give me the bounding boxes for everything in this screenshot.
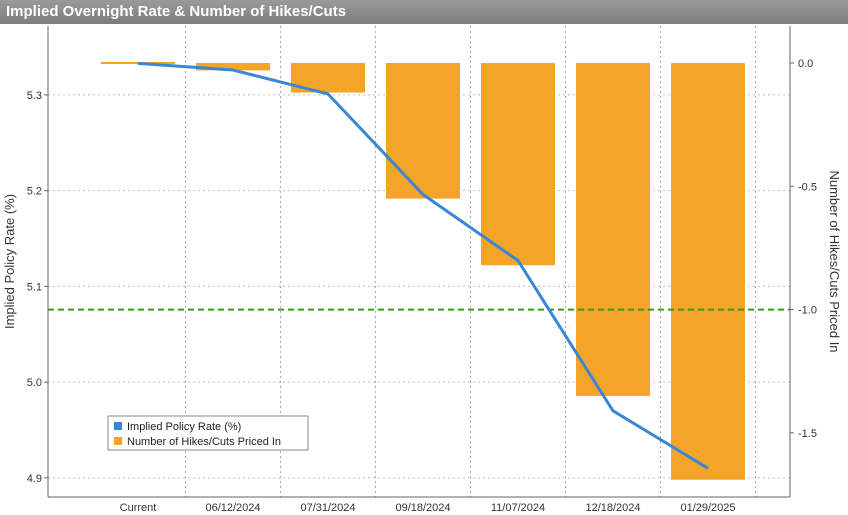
x-tick-label: 07/31/2024 [300, 502, 355, 514]
left-tick-label: 5.2 [27, 186, 42, 198]
x-tick-label: 06/12/2024 [205, 502, 260, 514]
left-tick-label: 5.1 [27, 281, 42, 293]
left-tick-label: 5.3 [27, 90, 42, 102]
left-tick-label: 4.9 [27, 473, 42, 485]
chart-title: Implied Overnight Rate & Number of Hikes… [6, 3, 347, 20]
x-tick-label: 01/29/2025 [680, 502, 735, 514]
series-line-implied-rate [137, 61, 709, 470]
legend-swatch [114, 437, 122, 445]
legend: Implied Policy Rate (%) Number of Hikes/C… [107, 415, 309, 451]
right-tick-label: -1.5 [798, 428, 817, 440]
x-tick-label: Current [120, 502, 157, 514]
right-tick-label: -0.5 [798, 181, 817, 193]
bar-1 [196, 62, 270, 71]
bar-4 [481, 62, 555, 266]
left-tick-label: 5.0 [27, 377, 42, 389]
bar-5 [576, 62, 650, 396]
right-tick-label: -1.0 [798, 305, 817, 317]
right-tick-label: 0.0 [798, 58, 813, 70]
x-tick-label: 12/18/2024 [585, 502, 640, 514]
legend-box [107, 415, 309, 451]
bar-3 [386, 62, 460, 199]
legend-label: Number of Hikes/Cuts Priced In [127, 436, 281, 448]
bar-6 [671, 62, 745, 480]
title-bar: Implied Overnight Rate & Number of Hikes… [0, 0, 848, 24]
right-axis-title: Number of Hikes/Cuts Priced In [827, 170, 842, 352]
x-tick-label: 09/18/2024 [395, 502, 450, 514]
left-axis-title: Implied Policy Rate (%) [2, 194, 17, 329]
x-tick-label: 11/07/2024 [491, 502, 545, 514]
legend-swatch [114, 422, 122, 430]
legend-label: Implied Policy Rate (%) [127, 421, 241, 433]
